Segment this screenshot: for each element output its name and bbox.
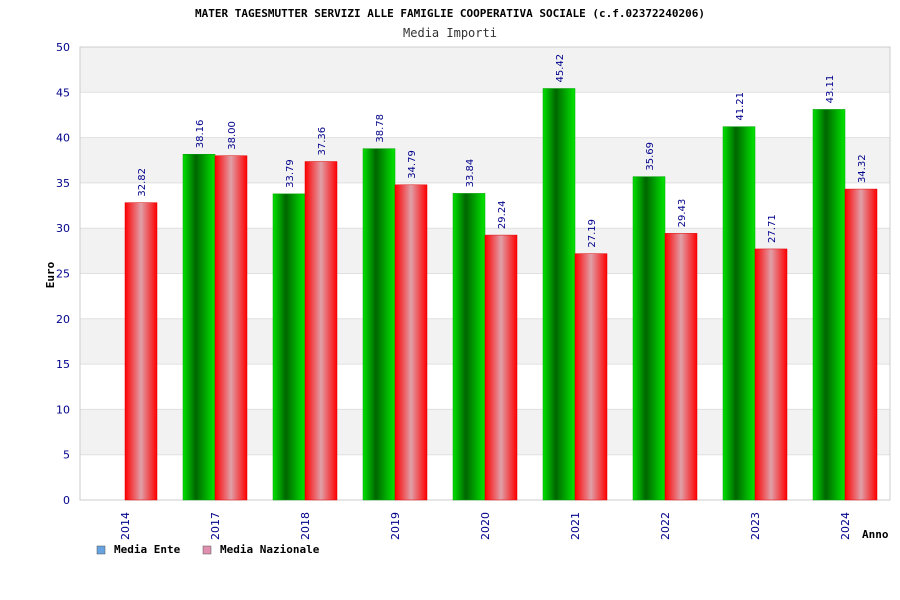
bar-media-ente bbox=[542, 88, 576, 501]
bar-media-nazionale bbox=[124, 202, 158, 501]
data-label: 37.36 bbox=[317, 127, 328, 156]
y-tick-label: 5 bbox=[63, 449, 70, 462]
x-axis-ticks: 2014 2017 2018 2019 2020 2021 2022 2023 2024 bbox=[119, 512, 852, 540]
data-label: 45.42 bbox=[555, 54, 566, 83]
bar-media-ente bbox=[452, 193, 486, 501]
data-label: 43.11 bbox=[825, 75, 836, 104]
data-label: 29.24 bbox=[497, 200, 508, 229]
y-tick-label: 50 bbox=[56, 41, 70, 54]
data-label: 32.82 bbox=[137, 168, 148, 197]
bar-media-ente bbox=[722, 126, 756, 501]
grid-band bbox=[80, 47, 890, 93]
bar-media-nazionale bbox=[844, 188, 878, 501]
data-label: 38.16 bbox=[195, 120, 206, 149]
data-label: 38.00 bbox=[227, 121, 238, 150]
bar-media-ente bbox=[182, 154, 216, 501]
x-tick-label: 2023 bbox=[749, 512, 762, 540]
chart-subtitle: Media Importi bbox=[403, 26, 497, 40]
x-tick-label: 2018 bbox=[299, 512, 312, 540]
data-label: 34.79 bbox=[407, 150, 418, 179]
bar-media-nazionale bbox=[484, 234, 518, 501]
data-label: 27.71 bbox=[767, 214, 778, 243]
y-tick-label: 30 bbox=[56, 222, 70, 235]
data-label: 35.69 bbox=[645, 142, 656, 171]
bar-media-ente bbox=[362, 148, 396, 501]
y-tick-label: 45 bbox=[56, 86, 70, 99]
y-tick-label: 20 bbox=[56, 313, 70, 326]
chart-title: MATER TAGESMUTTER SERVIZI ALLE FAMIGLIE … bbox=[195, 7, 705, 20]
y-tick-label: 15 bbox=[56, 358, 70, 371]
y-tick-label: 10 bbox=[56, 403, 70, 416]
y-axis-ticks: 0 5 10 15 20 25 30 35 40 45 50 bbox=[56, 41, 70, 507]
bar-media-ente bbox=[272, 193, 306, 501]
data-label: 27.19 bbox=[587, 219, 598, 248]
bar-media-nazionale bbox=[664, 233, 698, 501]
y-tick-label: 40 bbox=[56, 132, 70, 145]
data-labels: 32.82 38.16 38.00 33.79 37.36 38.78 34.79 33.84… bbox=[137, 54, 868, 248]
bar-media-ente bbox=[812, 109, 846, 501]
x-tick-label: 2017 bbox=[209, 512, 222, 540]
bar-media-nazionale bbox=[394, 184, 428, 501]
data-label: 41.21 bbox=[735, 92, 746, 121]
y-axis-label: Euro bbox=[44, 261, 57, 288]
data-label: 33.84 bbox=[465, 159, 476, 188]
bar-media-nazionale bbox=[754, 248, 788, 501]
bar-media-nazionale bbox=[574, 253, 608, 501]
bars bbox=[124, 88, 878, 501]
legend-swatch bbox=[202, 545, 212, 555]
y-tick-label: 0 bbox=[63, 494, 70, 507]
x-tick-label: 2022 bbox=[659, 512, 672, 540]
x-tick-label: 2021 bbox=[569, 512, 582, 540]
data-label: 29.43 bbox=[677, 199, 688, 228]
legend-label: Media Ente bbox=[114, 543, 181, 556]
legend-label: Media Nazionale bbox=[220, 543, 320, 556]
x-tick-label: 2024 bbox=[839, 512, 852, 540]
y-tick-label: 25 bbox=[56, 268, 70, 281]
x-tick-label: 2020 bbox=[479, 512, 492, 540]
bar-media-ente bbox=[632, 176, 666, 501]
bar-media-nazionale bbox=[214, 155, 248, 501]
legend: Media Ente Media Nazionale bbox=[96, 543, 320, 556]
legend-swatch bbox=[96, 545, 106, 555]
data-label: 38.78 bbox=[375, 114, 386, 143]
data-label: 34.32 bbox=[857, 154, 868, 183]
data-label: 33.79 bbox=[285, 159, 296, 188]
y-tick-label: 35 bbox=[56, 177, 70, 190]
bar-media-nazionale bbox=[304, 161, 338, 501]
x-tick-label: 2014 bbox=[119, 512, 132, 540]
x-tick-label: 2019 bbox=[389, 512, 402, 540]
x-axis-label: Anno bbox=[862, 528, 889, 541]
